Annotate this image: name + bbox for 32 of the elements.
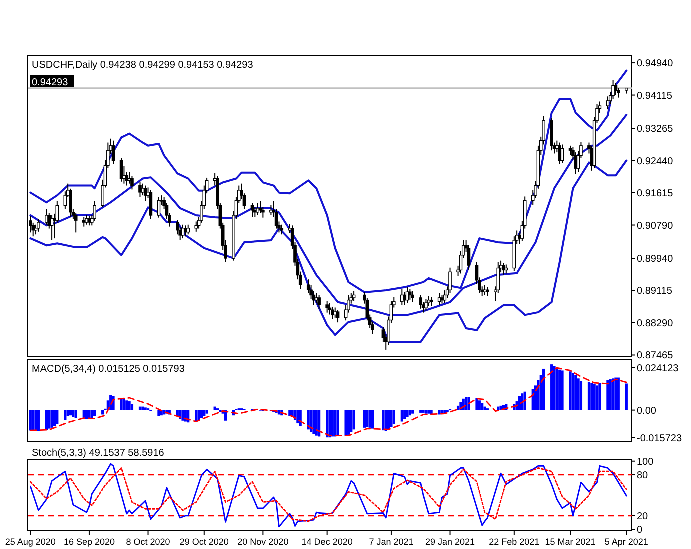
y-tick-label: 0.024123 — [637, 363, 680, 374]
x-tick-label: 8 Oct 2020 — [126, 537, 170, 547]
y-tick-label: 0 — [637, 525, 643, 536]
y-tick-label: 0.92440 — [637, 156, 674, 168]
x-tick-label: 25 Aug 2020 — [5, 537, 56, 547]
y-tick-label: 0.87465 — [637, 350, 674, 362]
x-tick-label: 14 Dec 2020 — [302, 537, 353, 547]
y-tick-label: 20 — [637, 511, 649, 522]
chart-title: USDCHF,Daily 0.94238 0.94299 0.94153 0.94293 — [32, 60, 254, 71]
y-tick-label: 0.00 — [637, 406, 657, 417]
y-tick-label: 0.89115 — [637, 286, 673, 298]
x-tick-label: 29 Jan 2021 — [425, 537, 476, 547]
x-tick-label: 22 Feb 2021 — [489, 537, 540, 547]
y-tick-label: 0.89940 — [637, 254, 674, 265]
chart-title: MACD(5,34,4) 0.015125 0.015793 — [32, 364, 186, 375]
x-tick-label: 7 Jan 2021 — [369, 537, 414, 547]
chart-title: Stoch(5,3,3) 49.1537 58.5916 — [32, 448, 165, 459]
x-tick-label: 20 Nov 2020 — [238, 537, 289, 547]
ref-line-label: 0.94293 — [32, 77, 69, 88]
x-tick-label: 15 Mar 2021 — [545, 537, 596, 547]
x-tick-label: 5 Apr 2021 — [604, 537, 648, 547]
y-tick-label: 100 — [637, 456, 654, 468]
x-tick-label: 16 Sep 2020 — [64, 537, 115, 547]
y-tick-label: 0.94940 — [637, 58, 674, 70]
y-tick-label: 0.94115 — [637, 90, 673, 102]
x-tick-label: 29 Oct 2020 — [180, 537, 229, 547]
y-tick-label: -0.015723 — [637, 433, 682, 444]
y-tick-label: 80 — [637, 470, 649, 482]
y-tick-label: 0.91615 — [637, 188, 674, 200]
y-tick-label: 0.88290 — [637, 318, 674, 330]
y-tick-label: 0.90790 — [637, 220, 674, 232]
y-tick-label: 0.93265 — [637, 124, 674, 136]
